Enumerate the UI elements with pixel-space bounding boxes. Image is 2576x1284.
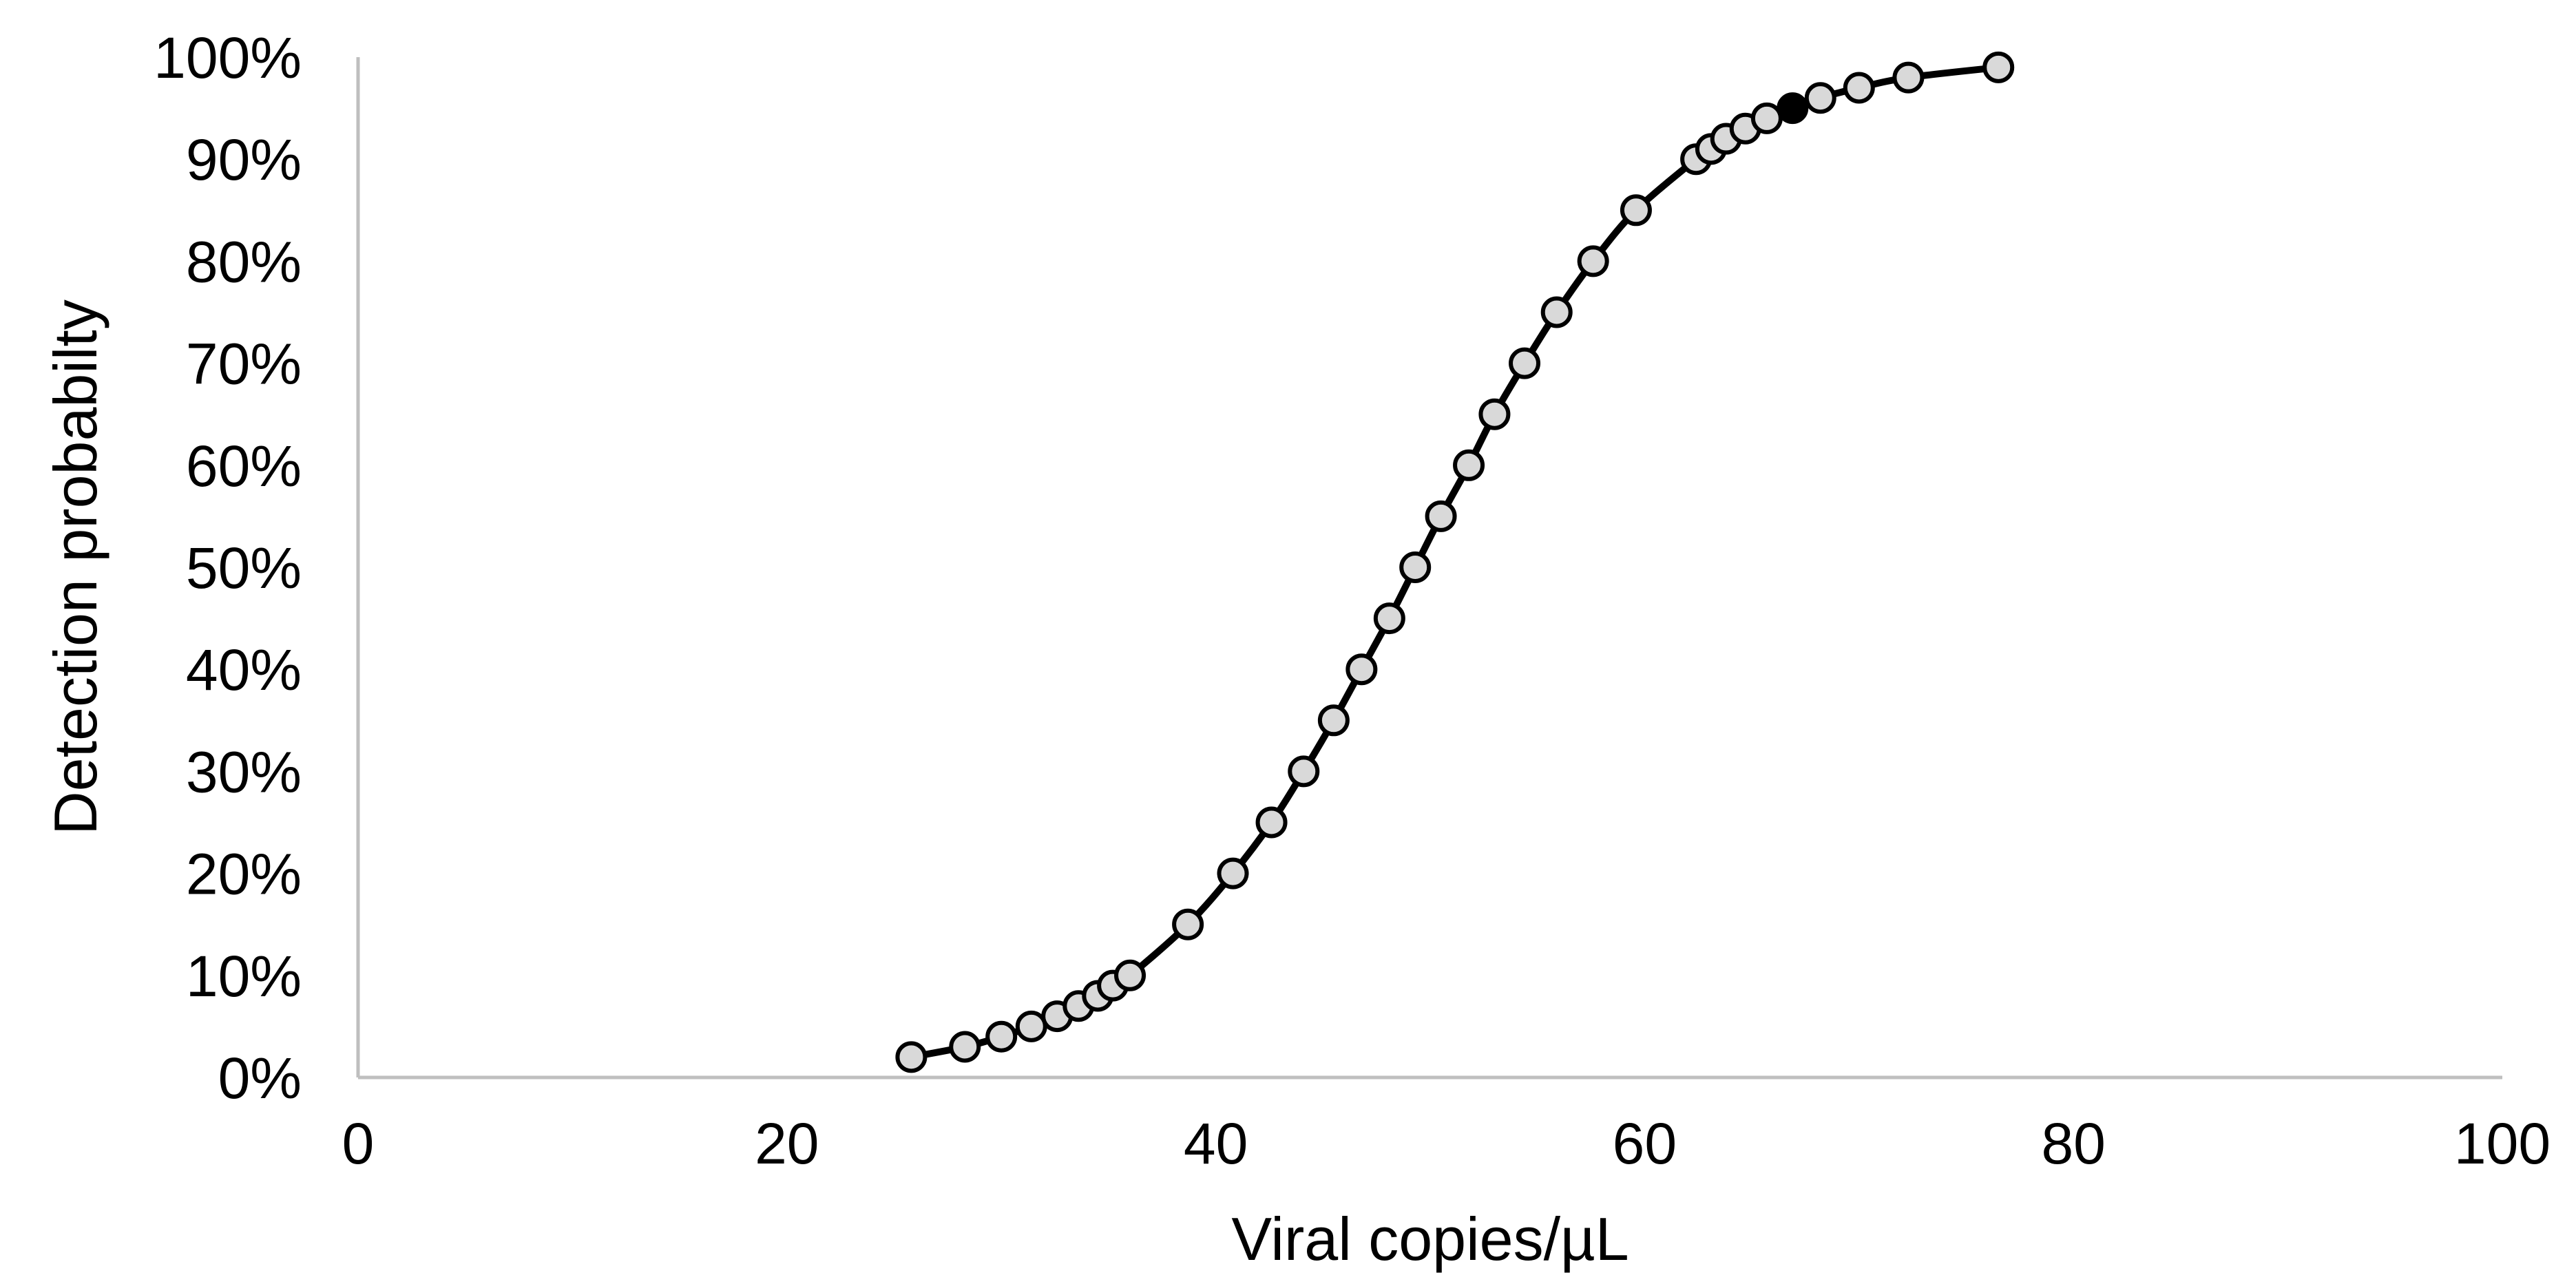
x-tick-label: 80 <box>2041 1111 2105 1176</box>
data-points <box>895 51 2015 1073</box>
x-tick-labels: 0 20 40 60 80 100 <box>342 1111 2551 1176</box>
data-point <box>1804 82 1836 114</box>
data-point <box>1255 806 1288 839</box>
y-tick-label: 80% <box>186 229 302 294</box>
data-point <box>1317 704 1350 737</box>
data-point <box>1345 653 1378 686</box>
axes <box>356 57 2502 1080</box>
y-tick-label: 20% <box>186 842 302 907</box>
data-point <box>1399 551 1432 583</box>
x-tick-label: 40 <box>1184 1111 1248 1176</box>
data-point <box>1540 296 1573 328</box>
data-point <box>949 1031 981 1063</box>
data-point <box>985 1020 1018 1053</box>
y-tick-label: 0% <box>218 1046 302 1111</box>
y-tick-label: 50% <box>186 536 302 600</box>
series-line <box>908 63 2002 1061</box>
data-point <box>1373 602 1405 635</box>
data-point <box>1478 398 1511 430</box>
data-point <box>1620 194 1652 227</box>
data-point <box>895 1041 928 1073</box>
data-point <box>1509 347 1541 379</box>
data-point <box>1217 857 1249 890</box>
y-axis-title: Detection probabilty <box>41 299 109 835</box>
data-point <box>1015 1010 1047 1042</box>
x-tick-label: 100 <box>2454 1111 2551 1176</box>
x-tick-label: 20 <box>755 1111 819 1176</box>
x-tick-label: 60 <box>1613 1111 1677 1176</box>
data-point-highlighted <box>1777 92 1809 125</box>
data-point <box>1172 908 1204 940</box>
data-point <box>1425 500 1457 532</box>
y-tick-label: 70% <box>186 332 302 397</box>
data-point <box>1982 51 2015 83</box>
y-tick-labels: 0% 10% 20% 30% 40% 50% 60% 70% 80% 90% 100% <box>154 25 302 1111</box>
y-tick-label: 30% <box>186 739 302 804</box>
data-point <box>1453 449 1485 481</box>
y-tick-label: 100% <box>154 25 302 90</box>
data-point <box>1114 959 1146 991</box>
y-tick-label: 40% <box>186 638 302 702</box>
data-point <box>1577 245 1609 277</box>
data-point <box>1843 72 1875 104</box>
x-tick-label: 0 <box>342 1111 375 1176</box>
y-tick-label: 90% <box>186 127 302 192</box>
data-point <box>1892 61 1925 94</box>
data-point <box>1750 102 1783 134</box>
y-tick-label: 60% <box>186 434 302 498</box>
y-tick-label: 10% <box>186 944 302 1009</box>
data-point <box>1288 755 1320 788</box>
x-axis-title: Viral copies/µL <box>1231 1205 1629 1273</box>
